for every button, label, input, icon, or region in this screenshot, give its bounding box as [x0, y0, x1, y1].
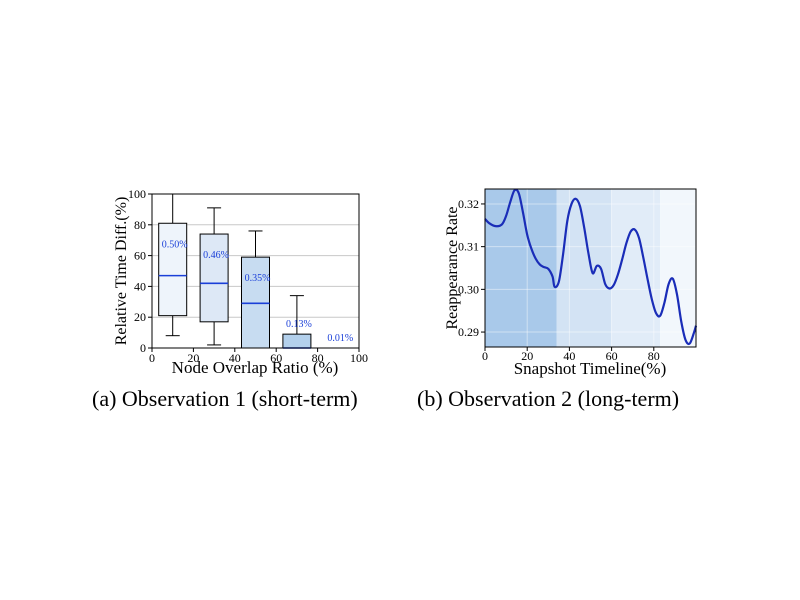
- panel-b-y-axis-label: Reappearance Rate: [444, 206, 461, 329]
- panel-b-y-tick-label: 0.31: [458, 240, 479, 254]
- panel-a-box-2: [199, 207, 229, 346]
- panel-b-line-chart: 0 20 40 60 80 0.29 0.30 0.31 0.32 Snapshot Timel…: [444, 188, 698, 378]
- panel-a-box-body: [158, 222, 188, 317]
- panel-a-data-label: 0.13%: [286, 319, 312, 330]
- panel-a-plot-frame: [151, 193, 360, 349]
- panel-a-data-label: 0.01%: [327, 333, 353, 344]
- panel-b-x-tick-label: 20: [521, 349, 533, 363]
- panel-a-x-tick-label: 60: [270, 351, 282, 365]
- panel-b-y-tick-label: 0.29: [458, 325, 479, 339]
- panel-a-x-tick-label: 80: [312, 351, 324, 365]
- panel-a-x-axis-label: Node Overlap Ratio (%): [172, 358, 339, 377]
- panel-a-data-label: 0.46%: [203, 250, 229, 261]
- panel-a-y-tick-label: 40: [134, 279, 146, 293]
- panel-a-y-tick-label: 100: [128, 187, 146, 201]
- panel-a-y-tick-label: 60: [134, 249, 146, 263]
- panel-a-x-tick-label: 40: [229, 351, 241, 365]
- caption-a: (a) Observation 1 (short-term): [92, 386, 358, 411]
- panel-a-y-tick-label: 80: [134, 218, 146, 232]
- panel-b-x-tick-label: 60: [606, 349, 618, 363]
- panel-b-x-tick-label: 40: [563, 349, 575, 363]
- panel-a-data-label: 0.50%: [162, 239, 188, 250]
- panel-b-plot-frame: [484, 188, 697, 348]
- panel-a-box-body: [199, 233, 229, 323]
- panel-b-x-axis-label: Snapshot Timeline(%): [514, 359, 667, 378]
- panel-b-band-2: [556, 189, 612, 347]
- panel-a-x-tick-label: 0: [149, 351, 155, 365]
- panel-b-x-tick-label: 80: [648, 349, 660, 363]
- panel-a-x-tick-label: 100: [350, 351, 368, 365]
- panel-b-x-tick-label: 0: [482, 349, 488, 363]
- panel-b-series-line: [484, 188, 698, 346]
- panel-a-data-label: 0.35%: [245, 273, 271, 284]
- panel-a-box-3: [241, 230, 270, 349]
- panel-a-box-body: [282, 333, 312, 349]
- panel-a-y-tick-label: 0: [140, 341, 146, 355]
- panel-a-box-1: [158, 193, 188, 337]
- panel-a-y-tick-label: 20: [134, 310, 146, 324]
- panel-a-box-plot: 0.50% 0.46% 0.35% 0.13% 0.01% 0 20 40 60 80 100 0 2…: [113, 187, 368, 377]
- panel-a-x-tick-label: 20: [187, 351, 199, 365]
- caption-b: (b) Observation 2 (long-term): [417, 386, 680, 411]
- panel-b-y-tick-label: 0.32: [458, 197, 479, 211]
- panel-a-y-axis-label: Relative Time Diff.(%): [113, 197, 130, 346]
- panel-b-y-tick-label: 0.30: [458, 282, 479, 296]
- panel-b-band-4: [660, 189, 696, 347]
